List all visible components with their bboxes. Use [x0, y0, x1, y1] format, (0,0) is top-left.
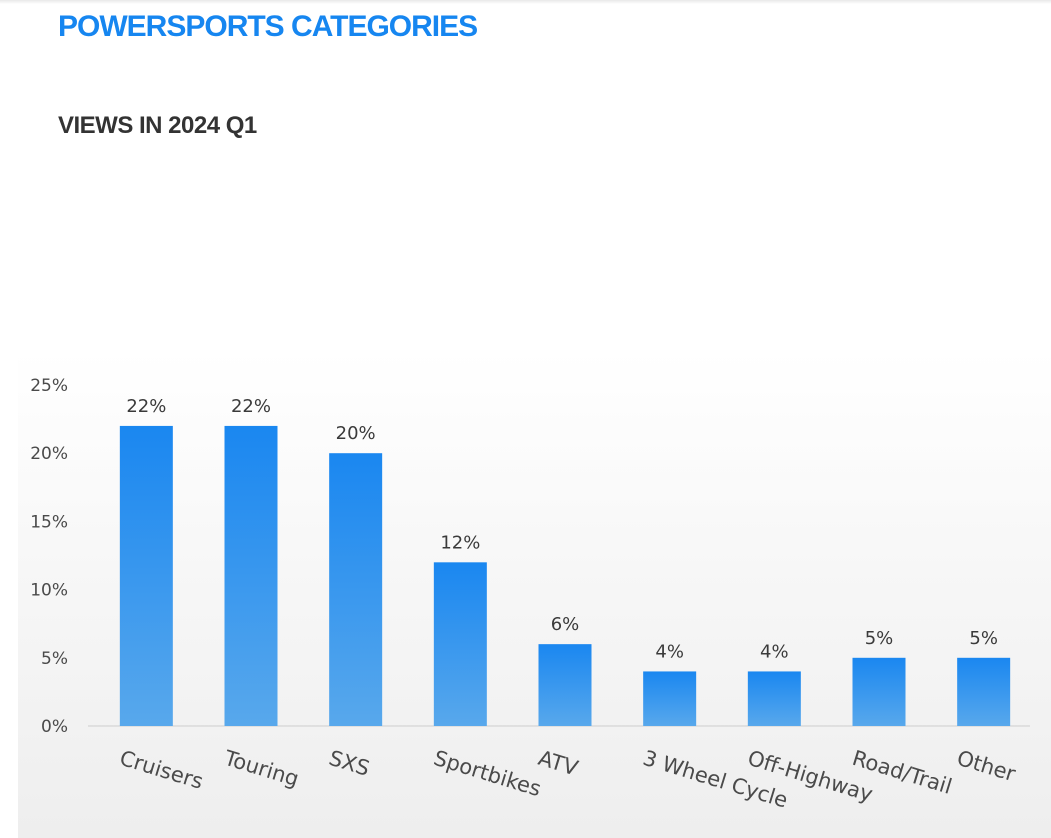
data-label: 22%	[126, 396, 166, 417]
x-tick-label: Cruisers	[117, 746, 206, 794]
data-label: 20%	[336, 423, 376, 444]
data-label: 22%	[231, 396, 271, 417]
bar-3-wheel-cycle	[643, 671, 697, 726]
y-tick-label: 25%	[30, 376, 68, 396]
bar-off-highway	[747, 671, 801, 726]
bar-sxs	[329, 453, 383, 726]
y-axis: 0% 5% 10% 15% 20% 25%	[30, 376, 68, 737]
bars-group	[119, 425, 1011, 726]
x-tick-label: Other	[954, 746, 1018, 786]
bar-touring	[224, 425, 278, 726]
data-label: 5%	[865, 628, 894, 649]
chart-panel	[18, 350, 1051, 838]
data-label: 4%	[760, 641, 789, 662]
bar-sportbikes	[433, 562, 487, 726]
x-tick-label: Touring	[221, 746, 302, 792]
x-tick-label: ATV	[536, 746, 582, 781]
bar-road-trail	[852, 657, 906, 726]
data-label: 5%	[969, 628, 998, 649]
bar-cruisers	[119, 425, 173, 726]
data-label: 12%	[440, 532, 480, 553]
y-tick-label: 20%	[30, 444, 68, 464]
data-label: 6%	[551, 614, 580, 635]
bar-other	[957, 657, 1011, 726]
y-tick-label: 0%	[41, 717, 68, 737]
y-tick-label: 15%	[30, 512, 68, 532]
y-tick-label: 5%	[41, 649, 68, 669]
top-divider	[0, 0, 1051, 4]
page-subtitle: VIEWS IN 2024 Q1	[58, 112, 257, 139]
bar-atv	[538, 644, 592, 726]
page-title: POWERSPORTS CATEGORIES	[58, 10, 478, 43]
x-tick-label: SXS	[326, 746, 372, 781]
y-tick-label: 10%	[30, 581, 68, 601]
x-tick-label: Sportbikes	[431, 746, 544, 801]
data-labels-group: 22% 22% 20% 12% 6% 4% 4% 5% 5%	[126, 396, 998, 663]
data-label: 4%	[655, 641, 684, 662]
